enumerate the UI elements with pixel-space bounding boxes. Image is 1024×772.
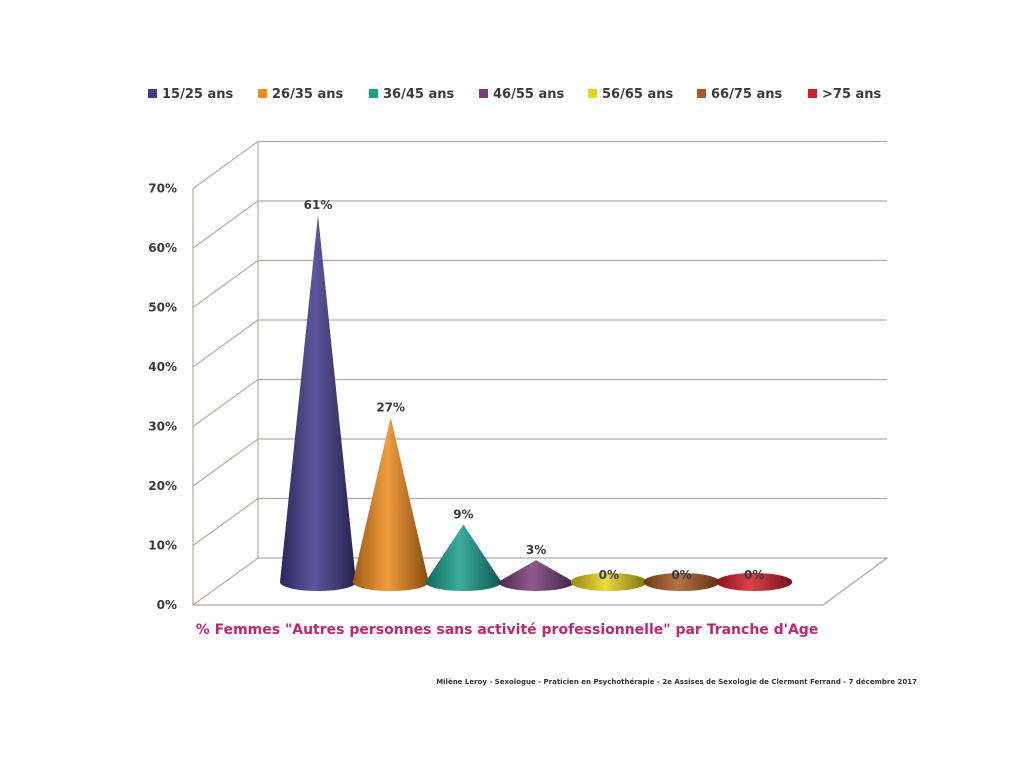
cone-5 (643, 573, 720, 591)
floor-right-edge (822, 557, 888, 606)
legend-swatch (697, 89, 706, 98)
legend-item: 66/75 ans (697, 87, 782, 102)
legend-label: 56/65 ans (602, 87, 673, 102)
gridline-side (192, 200, 259, 249)
gridline-side (192, 141, 259, 189)
legend-item: 36/45 ans (369, 87, 454, 102)
x-axis-title: % Femmes "Autres personnes sans activité… (196, 622, 819, 638)
legend-label: 15/25 ans (162, 87, 233, 102)
legend-label: 46/55 ans (493, 87, 564, 102)
data-label: 0% (599, 568, 619, 582)
legend-swatch (369, 89, 378, 98)
data-series (280, 215, 793, 592)
legend-item: 26/35 ans (258, 87, 343, 102)
cone-1 (352, 417, 429, 591)
y-tick-label: 50% (148, 301, 177, 315)
cone-2 (425, 524, 502, 591)
legend-item: 15/25 ans (148, 87, 233, 102)
y-tick-label: 20% (148, 479, 177, 493)
legend-label: 36/45 ans (383, 87, 454, 102)
y-tick-label: 30% (148, 420, 177, 434)
legend-label: 26/35 ans (272, 87, 343, 102)
cone-base (716, 573, 793, 591)
cone-body (280, 215, 356, 592)
legend-swatch (479, 89, 488, 98)
cone-6 (716, 573, 793, 591)
cone-body (352, 417, 429, 591)
data-label: 0% (744, 568, 764, 582)
data-label: 3% (526, 543, 546, 557)
gridline-side (192, 379, 259, 427)
cone-4 (570, 573, 647, 591)
cone-body (425, 524, 502, 591)
cone-base (570, 573, 647, 591)
cone-3 (498, 560, 575, 591)
data-label: 9% (453, 507, 473, 521)
data-labels: 61% 27% 9% 3% 0% 0% 0% (304, 198, 765, 582)
data-label: 0% (671, 568, 691, 582)
y-tick-label: 10% (148, 539, 177, 553)
gridline-side (192, 438, 259, 487)
data-label: 61% (304, 198, 333, 212)
legend-item: 56/65 ans (588, 87, 673, 102)
cone-base (643, 573, 720, 591)
legend-swatch (148, 89, 157, 98)
cone-0 (280, 215, 356, 592)
legend-item: 46/55 ans (479, 87, 564, 102)
gridline-side (192, 260, 259, 308)
footer-credit: Milène Leroy - Sexologue - Praticien en … (436, 678, 917, 686)
y-axis: 0% 10% 20% 30% 40% 50% 60% 70% (148, 182, 177, 613)
data-label: 27% (376, 400, 405, 414)
legend: 15/25 ans 26/35 ans 36/45 ans 46/55 ans 56/6… (148, 87, 882, 102)
legend-label: 66/75 ans (711, 87, 782, 102)
cone-body (498, 560, 575, 591)
legend-swatch (808, 89, 817, 98)
gridline-side (192, 498, 259, 546)
y-tick-label: 60% (148, 241, 177, 255)
legend-label: >75 ans (822, 87, 882, 102)
legend-item: >75 ans (808, 87, 882, 102)
y-tick-label: 70% (148, 182, 177, 196)
gridlines (191, 140, 889, 606)
legend-swatch (258, 89, 267, 98)
legend-swatch (588, 89, 597, 98)
gridline-side (192, 319, 259, 368)
y-tick-label: 40% (148, 360, 177, 374)
y-tick-label: 0% (157, 598, 177, 612)
